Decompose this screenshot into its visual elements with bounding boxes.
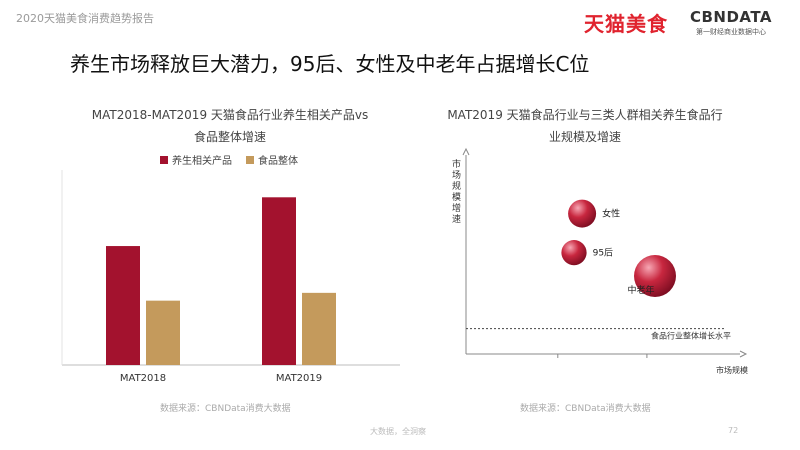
page-headline: 养生市场释放巨大潜力，95后、女性及中老年占据增长C位	[70, 52, 590, 76]
bar-food-MAT2018	[146, 300, 180, 365]
page-number: 72	[728, 426, 739, 435]
bar-chart-source: 数据来源：CBNData消费大数据	[160, 404, 291, 414]
bubble-chart-title-line: MAT2019 天猫食品行业与三类人群相关养生食品行	[447, 108, 723, 122]
report-title: 2020天猫美食消费趋势报告	[16, 12, 154, 25]
bar-chart-legend: 养生相关产品 食品整体	[160, 152, 298, 167]
tmall-food-logo: 天猫美食	[584, 12, 668, 36]
bubble-chart-title-line: 业规模及增速	[548, 130, 621, 144]
footer-slogan: 大数据，全洞察	[370, 427, 426, 436]
bubble-y-axis-label: 市场规模增速	[452, 160, 462, 225]
bubble-x-axis-arrow-icon	[739, 350, 748, 358]
bar-x-tick-label: MAT2019	[276, 373, 322, 384]
cbndata-logo-text: CBNDATA	[689, 8, 773, 26]
cbndata-logo: CBNDATA 第一财经商业数据中心	[676, 8, 786, 37]
bubble-point	[568, 199, 597, 228]
reference-line-label: 食品行业整体增长水平	[651, 331, 731, 341]
bubble-chart-source: 数据来源：CBNData消费大数据	[520, 404, 651, 414]
cbndata-logo-subtitle: 第一财经商业数据中心	[696, 28, 766, 36]
bar-health-MAT2019	[262, 197, 296, 365]
legend-item-food: 食品整体	[246, 152, 298, 167]
bubble-point-label: 95后	[593, 248, 613, 259]
bar-chart-title-line: 食品整体增速	[193, 130, 266, 144]
bubble-point	[634, 255, 676, 297]
bubble-y-axis-arrow-icon	[462, 147, 470, 156]
bar-x-tick-label: MAT2018	[120, 373, 166, 384]
bubble-chart-title: MAT2019 天猫食品行业与三类人群相关养生食品行 业规模及增速	[440, 104, 730, 148]
bubble-x-axis-label: 市场规模	[716, 365, 748, 375]
bubble-point-label: 女性	[602, 208, 620, 220]
bar-health-MAT2018	[106, 246, 140, 365]
bubble-point-label: 中老年	[627, 284, 654, 296]
legend-swatch-food	[246, 155, 254, 164]
legend-label-health: 养生相关产品	[172, 156, 232, 167]
bar-chart-title-line: MAT2018-MAT2019 天猫食品行业养生相关产品vs	[91, 108, 369, 122]
legend-swatch-health	[160, 155, 168, 164]
legend-label-food: 食品整体	[258, 156, 298, 167]
bar-food-MAT2019	[302, 292, 336, 365]
bubble-point	[561, 240, 587, 266]
legend-item-health: 养生相关产品	[160, 152, 232, 167]
bar-chart-title: MAT2018-MAT2019 天猫食品行业养生相关产品vs 食品整体增速	[60, 104, 400, 148]
